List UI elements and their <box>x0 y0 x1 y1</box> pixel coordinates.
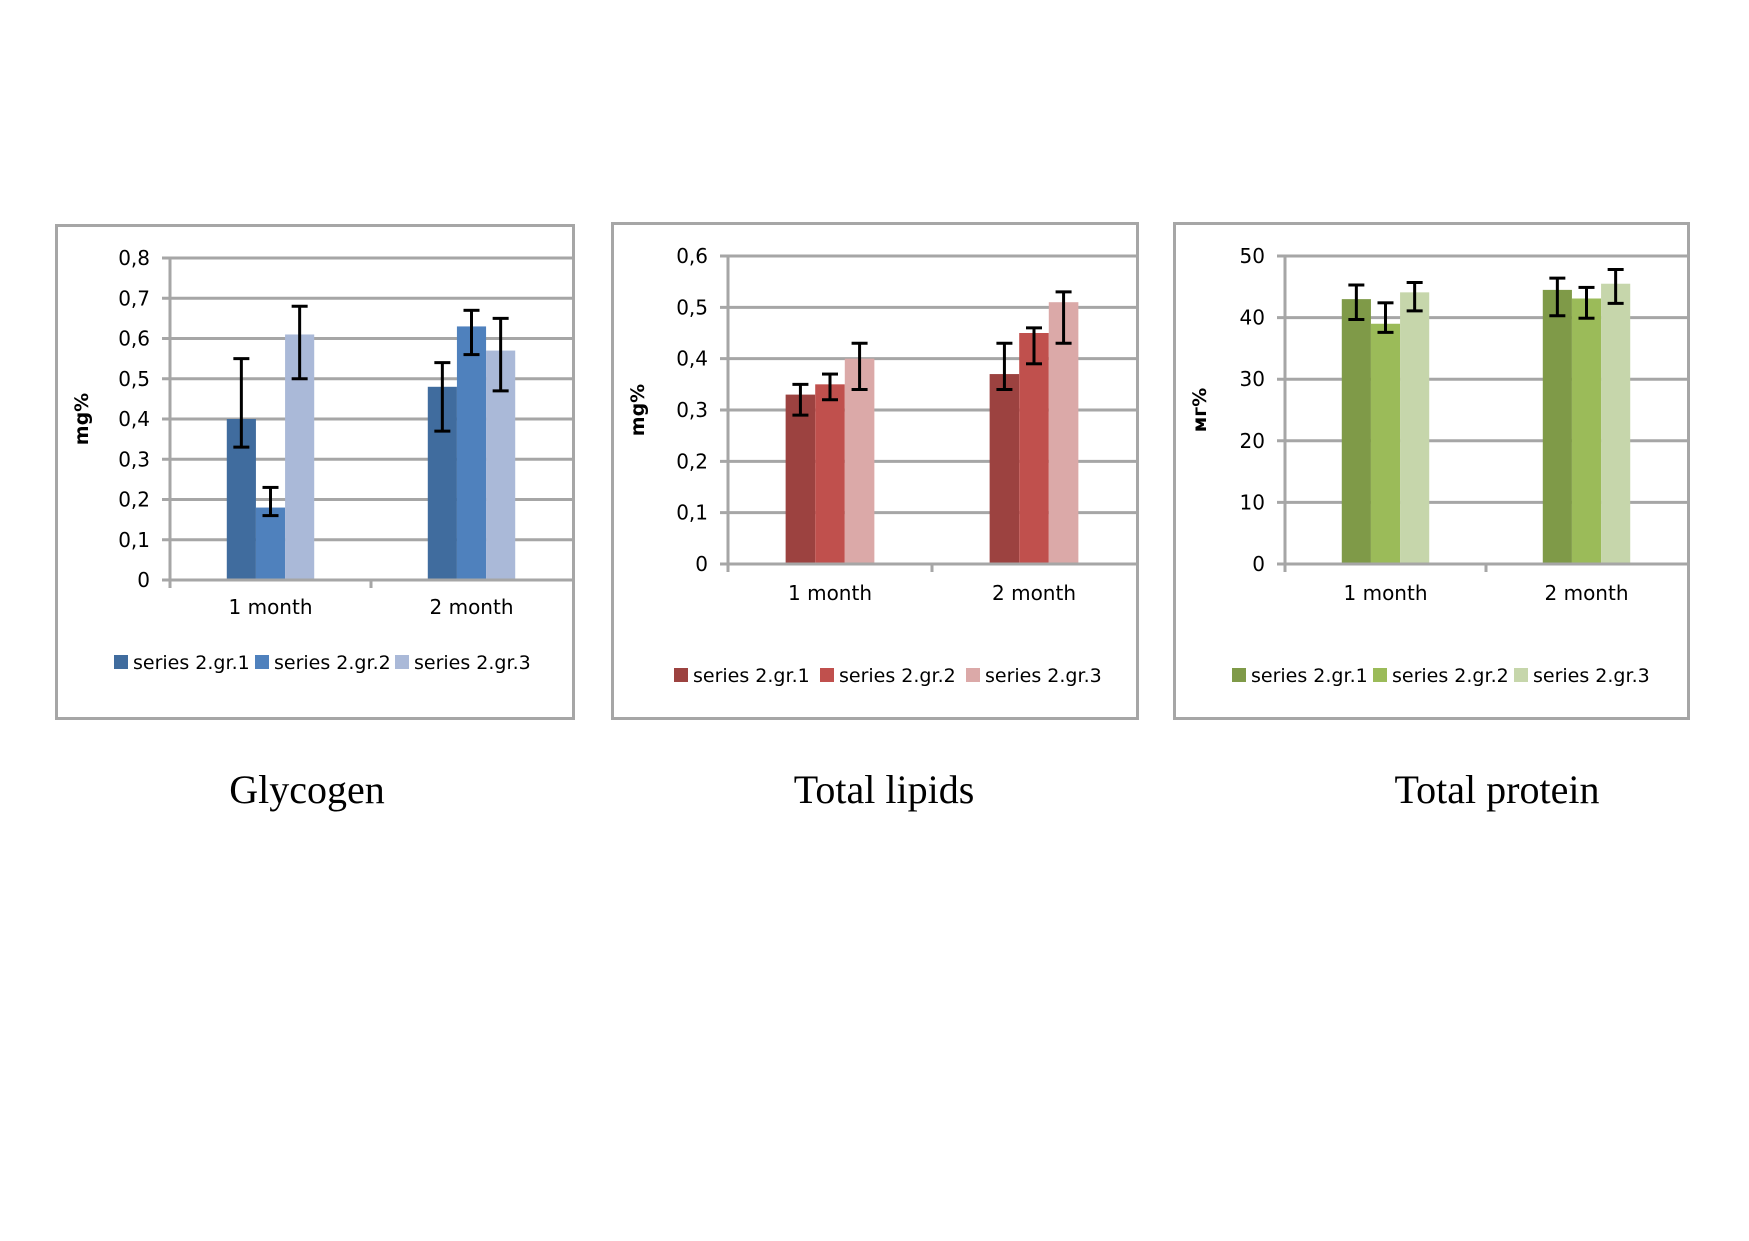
protein-bar <box>1341 299 1371 564</box>
lipids-ytick-label: 0 <box>695 552 708 576</box>
protein-bar <box>1542 289 1572 564</box>
lipids-bar <box>1019 333 1049 564</box>
protein-y-axis-label: мг% <box>1189 388 1211 433</box>
protein-ytick-label: 0 <box>1252 552 1265 576</box>
protein-legend-label: series 2.gr.2 <box>1392 665 1509 687</box>
lipids-ytick-label: 0,6 <box>676 244 708 268</box>
lipids-caption: Total lipids <box>793 767 975 812</box>
protein-bar <box>1601 283 1631 564</box>
glycogen-legend-label: series 2.gr.1 <box>133 652 250 674</box>
glycogen-legend-swatch <box>114 655 128 669</box>
lipids-chart: 0 0,1 0,2 0,3 0,4 0,5 0,6 1 month 2 month mg% seri… <box>627 244 1136 687</box>
lipids-legend-label: series 2.gr.2 <box>839 665 956 687</box>
protein-chart-panel: 0 10 20 30 40 50 1 month 2 month мг% series 2.gr.… <box>1173 222 1690 720</box>
glycogen-ytick-label: 0,4 <box>118 407 150 431</box>
lipids-ytick-label: 0,5 <box>676 295 708 319</box>
protein-legend-label: series 2.gr.3 <box>1533 665 1650 687</box>
glycogen-ytick-label: 0,1 <box>118 528 150 552</box>
lipids-ytick-label: 0,4 <box>676 347 708 371</box>
glycogen-category-label: 1 month <box>229 595 313 619</box>
lipids-legend-swatch <box>674 668 688 682</box>
lipids-ytick-label: 0,2 <box>676 449 708 473</box>
glycogen-ytick-label: 0,7 <box>118 286 150 310</box>
glycogen-ytick-label: 0,6 <box>118 327 150 351</box>
lipids-bar <box>844 358 875 564</box>
lipids-bar <box>1048 302 1079 564</box>
protein-chart: 0 10 20 30 40 50 1 month 2 month мг% series 2.gr.… <box>1189 244 1687 687</box>
protein-bar <box>1370 323 1401 564</box>
glycogen-ytick-label: 0,3 <box>118 447 150 471</box>
glycogen-bar <box>456 326 487 580</box>
protein-caption: Total protein <box>1394 767 1600 812</box>
glycogen-ytick-label: 0,2 <box>118 488 150 512</box>
lipids-bar <box>815 384 845 564</box>
glycogen-bar <box>255 507 286 580</box>
protein-legend-swatch <box>1373 668 1387 682</box>
lipids-category-label: 1 month <box>788 581 872 605</box>
glycogen-chart-panel: 0 0,1 0,2 0,3 0,4 0,5 0,6 0,7 0,8 1 month 2 month m… <box>55 224 575 720</box>
protein-legend-swatch <box>1514 668 1528 682</box>
glycogen-caption: Glycogen <box>229 767 385 812</box>
lipids-legend-label: series 2.gr.1 <box>693 665 810 687</box>
glycogen-y-axis-label: mg% <box>71 393 93 445</box>
protein-ytick-label: 50 <box>1240 244 1265 268</box>
lipids-ytick-label: 0,3 <box>676 398 708 422</box>
glycogen-legend-swatch <box>255 655 269 669</box>
lipids-bar <box>989 374 1020 564</box>
lipids-legend-swatch <box>966 668 980 682</box>
protein-legend-swatch <box>1232 668 1246 682</box>
protein-ytick-label: 20 <box>1240 429 1265 453</box>
protein-category-label: 1 month <box>1344 581 1428 605</box>
lipids-chart-panel: 0 0,1 0,2 0,3 0,4 0,5 0,6 1 month 2 month mg% seri… <box>611 222 1139 720</box>
lipids-bar <box>785 394 816 564</box>
glycogen-ytick-label: 0 <box>137 568 150 592</box>
glycogen-chart: 0 0,1 0,2 0,3 0,4 0,5 0,6 0,7 0,8 1 month 2 month m… <box>71 246 572 674</box>
glycogen-ytick-label: 0,8 <box>118 246 150 270</box>
lipids-ytick-label: 0,1 <box>676 501 708 525</box>
lipids-category-label: 2 month <box>992 581 1076 605</box>
lipids-legend-label: series 2.gr.3 <box>985 665 1102 687</box>
glycogen-legend-label: series 2.gr.2 <box>274 652 391 674</box>
protein-ytick-label: 10 <box>1240 490 1265 514</box>
protein-bar <box>1571 298 1602 564</box>
glycogen-category-label: 2 month <box>430 595 514 619</box>
lipids-legend-swatch <box>820 668 834 682</box>
protein-category-label: 2 month <box>1545 581 1629 605</box>
protein-bar <box>1400 292 1430 564</box>
glycogen-legend-label: series 2.gr.3 <box>414 652 531 674</box>
protein-legend-label: series 2.gr.1 <box>1251 665 1368 687</box>
glycogen-legend-swatch <box>395 655 409 669</box>
protein-ytick-label: 30 <box>1240 367 1265 391</box>
protein-ytick-label: 40 <box>1240 306 1265 330</box>
lipids-y-axis-label: mg% <box>627 384 649 436</box>
glycogen-ytick-label: 0,5 <box>118 367 150 391</box>
